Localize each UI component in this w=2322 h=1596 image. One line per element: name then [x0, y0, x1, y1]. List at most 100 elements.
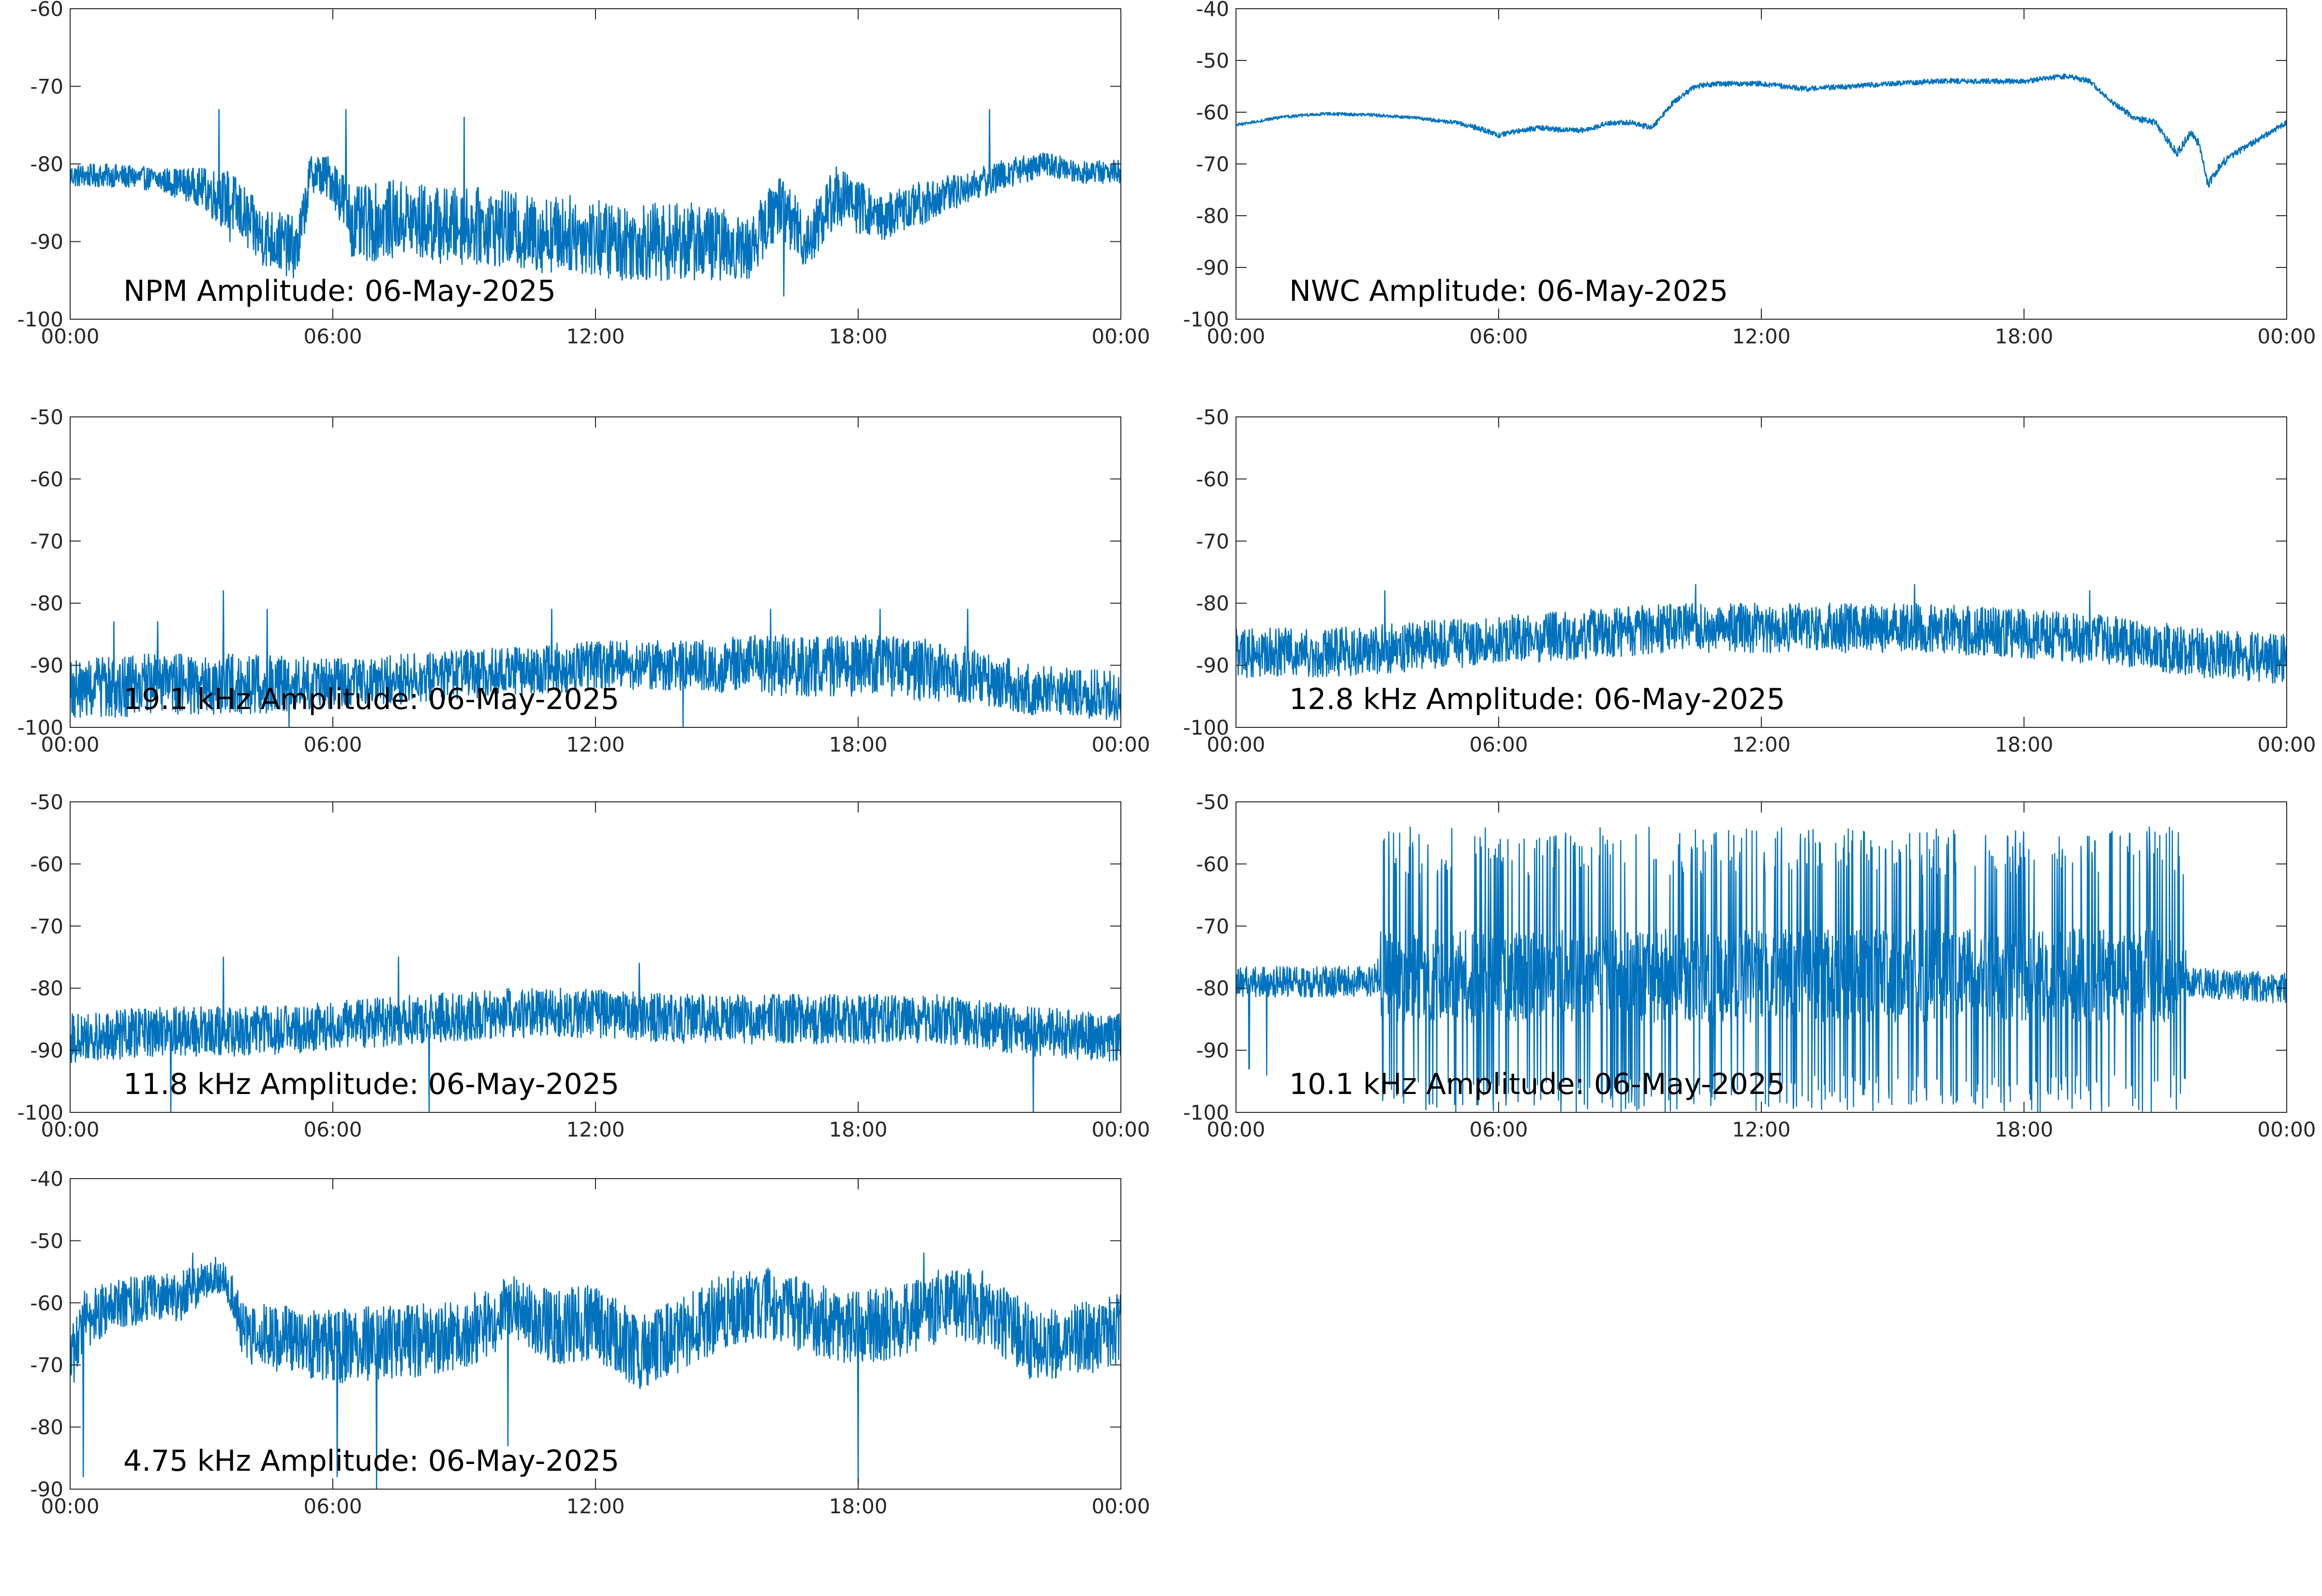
- x-tick-label: 12:00: [566, 1118, 625, 1141]
- y-tick-label: -80: [30, 591, 63, 615]
- x-tick-label: 06:00: [303, 733, 362, 756]
- series-line-4: [1236, 584, 2287, 684]
- x-tick-label: 00:00: [41, 733, 99, 756]
- x-tick-label: 06:00: [1469, 325, 1528, 348]
- y-tick-label: -100: [17, 308, 63, 331]
- y-tick-label: -80: [1196, 591, 1229, 615]
- y-tick-label: -100: [1183, 1101, 1229, 1124]
- y-tick-label: -90: [30, 654, 63, 678]
- y-tick-label: -50: [30, 405, 63, 429]
- chart-panel-4: 00:00 06:00 12:00 18:00 00:00 -50 -60 -70 -80 -90…: [1183, 405, 2316, 756]
- x-tick-label: 06:00: [1469, 1118, 1528, 1141]
- x-tick-label: 00:00: [41, 1118, 99, 1141]
- x-tick-label: 00:00: [1206, 1118, 1265, 1141]
- x-tick-label: 00:00: [41, 325, 99, 348]
- y-tick-label: -70: [1196, 915, 1229, 938]
- y-tick-label: -80: [30, 152, 63, 176]
- x-tick-label: 00:00: [1091, 1118, 1150, 1141]
- x-tick-label: 18:00: [1995, 733, 2053, 756]
- y-tick-label: -50: [30, 790, 63, 814]
- y-tick-label: -90: [30, 1039, 63, 1063]
- series-line-7: [70, 1252, 1121, 1489]
- chart-title: 11.8 kHz Amplitude: 06-May-2025: [123, 1067, 619, 1101]
- chart-panel-7: 00:00 06:00 12:00 18:00 00:00 -40 -50 -60 -70 -80…: [30, 1167, 1150, 1518]
- chart-panel-2: 00:00 06:00 12:00 18:00 00:00 -40 -50 -60 -70 -80…: [1183, 0, 2316, 348]
- y-tick-label: -80: [30, 1416, 63, 1439]
- chart-title: 19.1 kHz Amplitude: 06-May-2025: [123, 682, 619, 716]
- y-tick-label: -60: [30, 467, 63, 491]
- y-tick-label: -100: [17, 1101, 63, 1124]
- y-tick-label: -70: [30, 530, 63, 553]
- y-tick-label: -60: [30, 0, 63, 21]
- y-tick-label: -100: [1183, 716, 1229, 739]
- x-tick-label: 12:00: [1732, 325, 1790, 348]
- series-line-3: [70, 590, 1121, 727]
- y-tick-label: -100: [1183, 308, 1229, 331]
- y-tick-label: -60: [1196, 852, 1229, 876]
- chart-panel-6: 00:00 06:00 12:00 18:00 00:00 -50 -60 -70 -80 -90…: [1183, 790, 2316, 1141]
- chart-panel-1: 00:00 06:00 12:00 18:00 00:00 -60 -70 -80 -90 -10…: [17, 0, 1150, 348]
- x-tick-label: 18:00: [829, 1494, 887, 1518]
- x-tick-label: 00:00: [2257, 325, 2316, 348]
- y-tick-label: -40: [1196, 0, 1229, 21]
- y-tick-label: -70: [1196, 152, 1229, 176]
- x-tick-label: 06:00: [303, 1494, 362, 1518]
- x-tick-label: 18:00: [1995, 1118, 2053, 1141]
- x-tick-label: 18:00: [829, 1118, 887, 1141]
- chart-title: 10.1 kHz Amplitude: 06-May-2025: [1289, 1067, 1785, 1101]
- y-tick-label: -70: [30, 915, 63, 938]
- series-line-5: [70, 956, 1121, 1112]
- y-tick-label: -60: [1196, 101, 1229, 124]
- y-tick-label: -80: [1196, 976, 1229, 1000]
- y-tick-label: -50: [1196, 790, 1229, 814]
- chart-title: 4.75 kHz Amplitude: 06-May-2025: [123, 1444, 619, 1478]
- chart-title: 12.8 kHz Amplitude: 06-May-2025: [1289, 682, 1785, 716]
- y-tick-label: -50: [30, 1229, 63, 1253]
- x-tick-label: 06:00: [1469, 733, 1528, 756]
- y-tick-label: -90: [1196, 654, 1229, 678]
- y-tick-label: -70: [30, 1353, 63, 1377]
- x-tick-label: 12:00: [566, 1494, 625, 1518]
- x-tick-label: 06:00: [303, 325, 362, 348]
- y-tick-label: -70: [30, 75, 63, 99]
- y-tick-label: -50: [1196, 49, 1229, 73]
- y-tick-label: -100: [17, 716, 63, 739]
- y-tick-label: -60: [30, 1291, 63, 1315]
- x-tick-label: 00:00: [41, 1494, 99, 1518]
- x-tick-label: 12:00: [1732, 733, 1790, 756]
- y-tick-label: -60: [30, 852, 63, 876]
- x-tick-label: 12:00: [1732, 1118, 1790, 1141]
- x-tick-label: 00:00: [2257, 1118, 2316, 1141]
- y-tick-label: -40: [30, 1167, 63, 1191]
- y-tick-label: -90: [1196, 256, 1229, 280]
- chart-title: NPM Amplitude: 06-May-2025: [123, 274, 556, 308]
- series-line-6: [1236, 826, 2287, 1112]
- x-tick-label: 00:00: [1091, 1494, 1150, 1518]
- x-tick-label: 00:00: [2257, 733, 2316, 756]
- y-tick-label: -90: [1196, 1039, 1229, 1063]
- y-tick-label: -80: [1196, 204, 1229, 228]
- x-tick-label: 00:00: [1206, 733, 1265, 756]
- x-tick-label: 18:00: [829, 733, 887, 756]
- y-tick-label: -50: [1196, 405, 1229, 429]
- series-line-1: [70, 109, 1121, 297]
- x-tick-label: 18:00: [1995, 325, 2053, 348]
- x-tick-label: 18:00: [829, 325, 887, 348]
- y-tick-label: -90: [30, 230, 63, 254]
- y-tick-label: -90: [30, 1478, 63, 1501]
- chart-title: NWC Amplitude: 06-May-2025: [1289, 274, 1728, 308]
- x-tick-label: 00:00: [1206, 325, 1265, 348]
- chart-panel-5: 00:00 06:00 12:00 18:00 00:00 -50 -60 -70 -80 -90…: [17, 790, 1150, 1141]
- x-tick-label: 00:00: [1091, 733, 1150, 756]
- x-tick-label: 12:00: [566, 733, 625, 756]
- x-tick-label: 06:00: [303, 1118, 362, 1141]
- y-tick-label: -60: [1196, 467, 1229, 491]
- y-tick-label: -70: [1196, 530, 1229, 553]
- series-line-2: [1236, 73, 2287, 188]
- chart-panel-3: 00:00 06:00 12:00 18:00 00:00 -50 -60 -70 -80 -90…: [17, 405, 1150, 756]
- x-tick-label: 00:00: [1091, 325, 1150, 348]
- x-tick-label: 12:00: [566, 325, 625, 348]
- y-tick-label: -80: [30, 976, 63, 1000]
